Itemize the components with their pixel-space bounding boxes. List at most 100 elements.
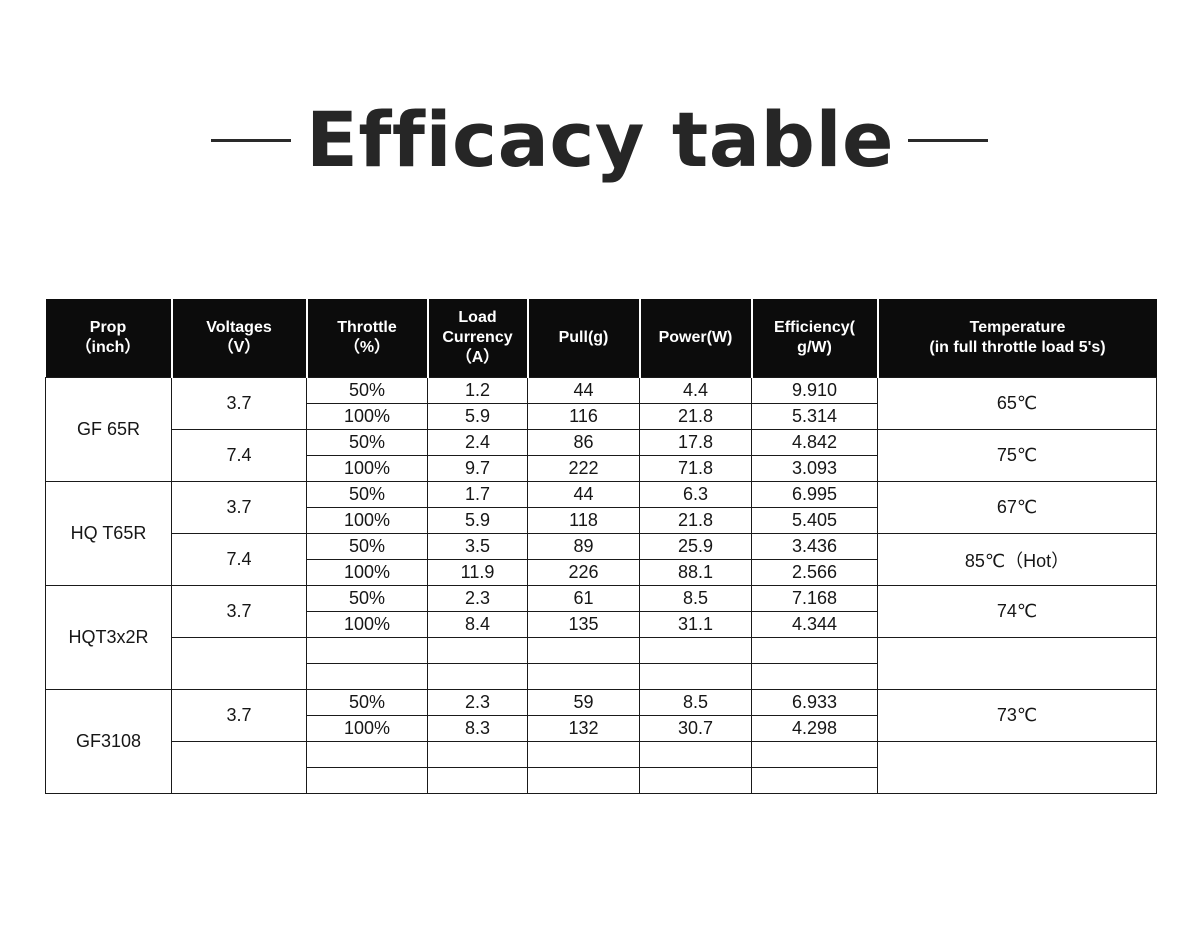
efficiency-cell: 7.168 xyxy=(751,585,878,612)
voltage-cell xyxy=(171,637,307,690)
voltage-cell: 7.4 xyxy=(171,429,307,482)
pull-cell xyxy=(527,663,640,690)
temperature-cell: 74℃ xyxy=(877,585,1157,638)
throttle-cell xyxy=(306,637,428,664)
power-cell: 31.1 xyxy=(639,611,752,638)
power-cell xyxy=(639,767,752,794)
current-cell: 1.2 xyxy=(427,377,528,404)
current-cell: 8.4 xyxy=(427,611,528,638)
throttle-cell: 100% xyxy=(306,455,428,482)
power-cell: 6.3 xyxy=(639,481,752,508)
table-row: 100% 9.7 222 71.8 3.093 xyxy=(46,455,1157,482)
table-row: 100% 8.3 132 30.7 4.298 xyxy=(46,715,1157,742)
temperature-cell xyxy=(877,637,1157,690)
header-voltages: Voltages （V） xyxy=(170,299,307,378)
power-cell: 17.8 xyxy=(639,429,752,456)
current-cell: 1.7 xyxy=(427,481,528,508)
pull-cell: 222 xyxy=(527,455,640,482)
pull-cell: 59 xyxy=(527,689,640,716)
current-cell xyxy=(427,741,528,768)
efficiency-cell: 5.314 xyxy=(751,403,878,430)
table-row xyxy=(46,663,1157,690)
header-power: Power(W) xyxy=(638,299,752,378)
title-rule-left xyxy=(211,139,291,142)
current-cell: 3.5 xyxy=(427,533,528,560)
throttle-cell xyxy=(306,663,428,690)
throttle-cell: 50% xyxy=(306,585,428,612)
current-cell: 2.3 xyxy=(427,689,528,716)
current-cell: 2.3 xyxy=(427,585,528,612)
efficiency-cell xyxy=(751,663,878,690)
power-cell: 21.8 xyxy=(639,403,752,430)
efficiency-cell: 3.093 xyxy=(751,455,878,482)
table-row: 100% 5.9 118 21.8 5.405 xyxy=(46,507,1157,534)
current-cell xyxy=(427,767,528,794)
pull-cell: 135 xyxy=(527,611,640,638)
efficiency-cell: 2.566 xyxy=(751,559,878,586)
table-row xyxy=(46,741,1157,794)
throttle-cell: 50% xyxy=(306,481,428,508)
throttle-cell: 50% xyxy=(306,429,428,456)
power-cell: 21.8 xyxy=(639,507,752,534)
temperature-cell: 75℃ xyxy=(877,429,1157,482)
page-title: Efficacy table xyxy=(305,95,895,184)
table-row xyxy=(46,637,1157,690)
throttle-cell: 50% xyxy=(306,689,428,716)
efficiency-cell: 4.298 xyxy=(751,715,878,742)
temperature-cell: 67℃ xyxy=(877,481,1157,534)
power-cell: 88.1 xyxy=(639,559,752,586)
voltage-cell: 3.7 xyxy=(171,689,307,742)
header-pull: Pull(g) xyxy=(526,299,640,378)
voltage-cell: 3.7 xyxy=(171,377,307,430)
power-cell xyxy=(639,637,752,664)
throttle-cell: 100% xyxy=(306,507,428,534)
current-cell: 11.9 xyxy=(427,559,528,586)
efficiency-cell: 3.436 xyxy=(751,533,878,560)
table-row: 7.4 50% 3.5 89 25.9 3.436 85℃（Hot） xyxy=(46,533,1157,586)
current-cell: 5.9 xyxy=(427,403,528,430)
header-temperature: Temperature (in full throttle load 5's) xyxy=(876,299,1157,378)
title-area: Efficacy table xyxy=(0,92,1200,192)
table-body: GF 65R 3.7 50% 1.2 44 4.4 9.910 65℃ 100% 5.9 116 21… xyxy=(45,377,1157,794)
table-row: 100% 8.4 135 31.1 4.344 xyxy=(46,611,1157,638)
prop-cell: HQT3x2R xyxy=(45,585,172,690)
power-cell xyxy=(639,663,752,690)
efficiency-cell: 6.995 xyxy=(751,481,878,508)
header-row: Prop （inch） Voltages （V） Throttle （%） Load C… xyxy=(45,299,1157,378)
prop-cell: GF3108 xyxy=(45,689,172,794)
throttle-cell xyxy=(306,741,428,768)
temperature-cell: 65℃ xyxy=(877,377,1157,430)
table-row: 100% 5.9 116 21.8 5.314 xyxy=(46,403,1157,430)
temperature-cell: 85℃（Hot） xyxy=(877,533,1157,586)
efficiency-cell: 6.933 xyxy=(751,689,878,716)
temperature-cell: 73℃ xyxy=(877,689,1157,742)
pull-cell: 118 xyxy=(527,507,640,534)
current-cell xyxy=(427,637,528,664)
efficacy-table: Prop （inch） Voltages （V） Throttle （%） Load C… xyxy=(45,299,1157,794)
pull-cell: 44 xyxy=(527,377,640,404)
table-row: 7.4 50% 2.4 86 17.8 4.842 75℃ xyxy=(46,429,1157,482)
throttle-cell: 100% xyxy=(306,611,428,638)
throttle-cell: 100% xyxy=(306,559,428,586)
pull-cell: 44 xyxy=(527,481,640,508)
current-cell xyxy=(427,663,528,690)
throttle-cell: 50% xyxy=(306,377,428,404)
throttle-cell: 100% xyxy=(306,715,428,742)
power-cell: 8.5 xyxy=(639,585,752,612)
pull-cell: 226 xyxy=(527,559,640,586)
table-row: GF 65R 3.7 50% 1.2 44 4.4 9.910 65℃ xyxy=(45,377,1157,482)
efficiency-cell xyxy=(751,741,878,768)
voltage-cell: 3.7 xyxy=(171,585,307,638)
power-cell: 71.8 xyxy=(639,455,752,482)
pull-cell xyxy=(527,767,640,794)
current-cell: 5.9 xyxy=(427,507,528,534)
title-rule-right xyxy=(908,139,988,142)
power-cell: 4.4 xyxy=(639,377,752,404)
header-throttle: Throttle （%） xyxy=(305,299,428,378)
efficiency-cell: 5.405 xyxy=(751,507,878,534)
efficiency-cell xyxy=(751,637,878,664)
current-cell: 2.4 xyxy=(427,429,528,456)
power-cell xyxy=(639,741,752,768)
table-row: HQT3x2R 3.7 50% 2.3 61 8.5 7.168 74℃ xyxy=(45,585,1157,690)
throttle-cell xyxy=(306,767,428,794)
